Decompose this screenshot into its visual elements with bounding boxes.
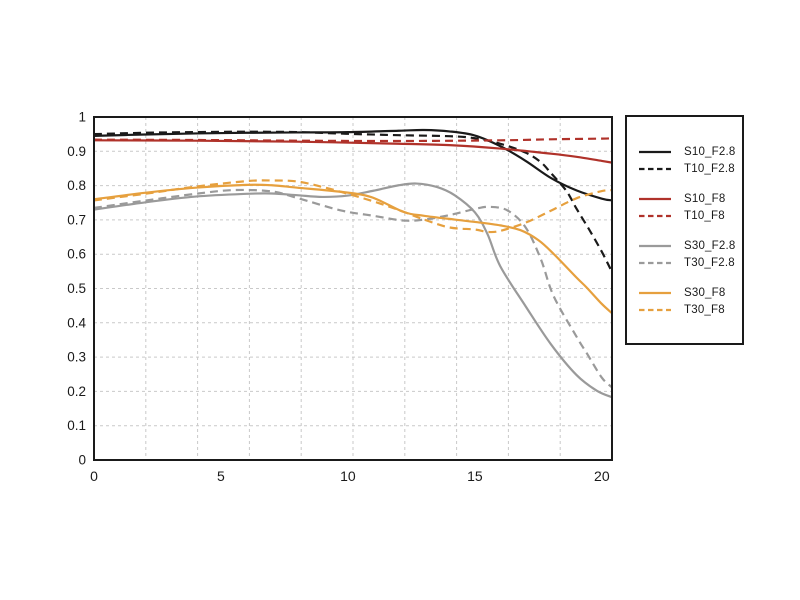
legend-swatch-dashed bbox=[639, 168, 671, 171]
curve-S30_F8 bbox=[93, 183, 613, 315]
x-tick-label-15: 15 bbox=[467, 468, 483, 484]
y-tick-label-0.2: 0.2 bbox=[67, 384, 86, 399]
legend-label: S10_F8 bbox=[684, 192, 726, 205]
legend-group: S10_F8 T10_F8 bbox=[639, 190, 734, 225]
x-tick-label-0: 0 bbox=[90, 468, 98, 484]
plot-border bbox=[93, 116, 613, 461]
y-tick-label-0.9: 0.9 bbox=[67, 144, 86, 159]
legend-item-S30_F2.8: S30_F2.8 bbox=[639, 237, 736, 255]
curve-T10_F8 bbox=[93, 137, 613, 143]
legend-label: T30_F8 bbox=[684, 304, 725, 317]
legend-group: S10_F2.8 T10_F2.8 bbox=[639, 143, 736, 179]
legend-label: T10_F8 bbox=[684, 210, 725, 223]
legend-item-S30_F8: S30_F8 bbox=[639, 284, 734, 302]
legend-swatch-dashed bbox=[639, 262, 671, 265]
curve-T30_F2.8 bbox=[93, 188, 613, 389]
curve-S30_F2.8 bbox=[93, 182, 613, 399]
legend-item-S10_F8: S10_F8 bbox=[639, 190, 734, 208]
legend-swatch-solid bbox=[639, 150, 671, 153]
legend-item-T10_F8: T10_F8 bbox=[639, 208, 734, 226]
legend-item-T30_F8: T30_F8 bbox=[639, 302, 734, 320]
y-tick-label-0.3: 0.3 bbox=[67, 350, 86, 365]
y-tick-label-0.1: 0.1 bbox=[67, 418, 86, 433]
legend-swatch-dashed bbox=[639, 309, 671, 312]
legend-item-T10_F2.8: T10_F2.8 bbox=[639, 161, 735, 179]
legend-item-T30_F2.8: T30_F2.8 bbox=[639, 255, 735, 273]
legend-swatch-solid bbox=[639, 197, 671, 200]
y-tick-label-0.6: 0.6 bbox=[67, 247, 86, 262]
y-tick-label-0.5: 0.5 bbox=[67, 281, 86, 296]
chart-legend: S10_F2.8 T10_F2.8 S10_F8 T10_F8 S30_F2.8 T30_… bbox=[625, 115, 744, 345]
legend-group: S30_F2.8 T30_F2.8 bbox=[639, 237, 736, 273]
legend-swatch-solid bbox=[639, 244, 671, 247]
x-tick-label-20: 20 bbox=[594, 468, 610, 484]
y-tick-label-1: 1 bbox=[78, 110, 86, 125]
legend-item-S10_F2.8: S10_F2.8 bbox=[639, 143, 736, 161]
legend-label: S30_F8 bbox=[684, 286, 726, 299]
legend-label: S30_F2.8 bbox=[684, 239, 736, 252]
curve-T30_F8 bbox=[93, 179, 613, 234]
x-tick-label-10: 10 bbox=[340, 468, 356, 484]
curve-S10_F2.8 bbox=[93, 128, 613, 202]
legend-swatch-solid bbox=[639, 291, 671, 294]
legend-group: S30_F8 T30_F8 bbox=[639, 284, 734, 319]
legend-label: T10_F2.8 bbox=[684, 163, 735, 176]
y-tick-label-0.7: 0.7 bbox=[67, 212, 86, 227]
legend-swatch-dashed bbox=[639, 215, 671, 218]
legend-label: T30_F2.8 bbox=[684, 257, 735, 270]
curves-group bbox=[93, 128, 613, 399]
x-tick-label-5: 5 bbox=[217, 468, 225, 484]
y-tick-label-0.8: 0.8 bbox=[67, 178, 86, 193]
legend-label: S10_F2.8 bbox=[684, 145, 736, 158]
y-tick-label-0.4: 0.4 bbox=[67, 315, 86, 330]
y-tick-label-0: 0 bbox=[78, 453, 86, 468]
